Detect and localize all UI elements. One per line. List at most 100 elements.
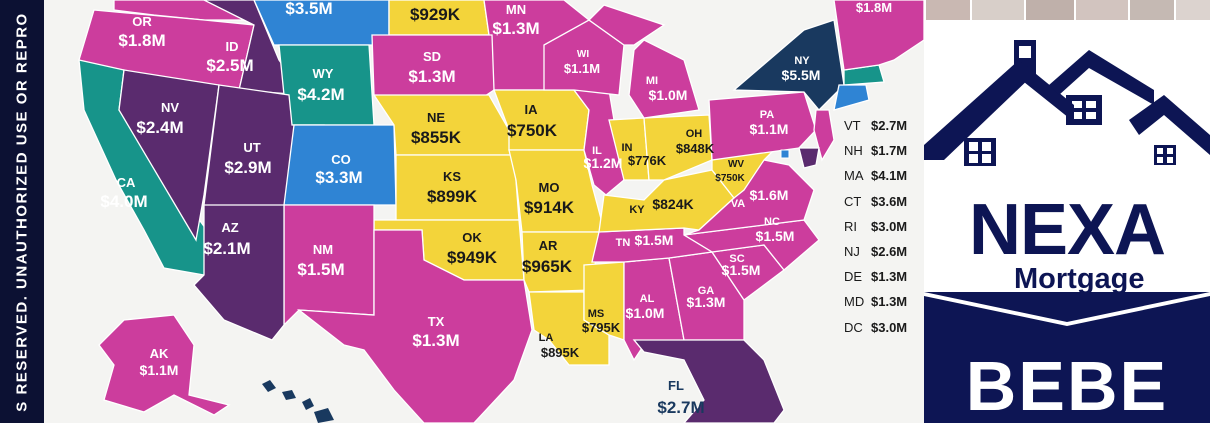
state-label-mi-abbr: MI bbox=[646, 75, 658, 87]
state-label-la-abbr: LA bbox=[539, 332, 554, 344]
state-label-ne-value: $855K bbox=[411, 128, 462, 147]
brand-name: NEXA bbox=[968, 190, 1166, 270]
list-item-value: $2.7M bbox=[871, 118, 908, 133]
state-label-ms-abbr: MS bbox=[588, 308, 605, 320]
copyright-text: S RESERVED. UNAUTHORIZED USE OR REPRO bbox=[13, 12, 31, 412]
state-label-wi-value: $1.1M bbox=[564, 61, 600, 76]
list-item-abbr: DE bbox=[844, 269, 863, 285]
state-label-al-value: $1.0M bbox=[626, 305, 665, 321]
list-item-ma: MA $4.1M bbox=[844, 168, 924, 193]
state-label-va-value: $1.6M bbox=[750, 187, 789, 203]
state-label-wi-abbr: WI bbox=[577, 49, 589, 60]
list-item-dc: DC $3.0M bbox=[844, 320, 924, 345]
state-label-nm-value: $1.5M bbox=[297, 260, 344, 279]
list-item-vt: VT $2.7M bbox=[844, 118, 924, 143]
state-label-sc-value: $1.5M bbox=[722, 262, 761, 278]
state-label-ny-abbr: NY bbox=[794, 55, 810, 67]
state-label-ar-value: $965K bbox=[522, 257, 573, 276]
state-label-mn-abbr: MN bbox=[506, 2, 526, 17]
list-item-value: $3.6M bbox=[871, 193, 908, 209]
photo-thumbnails bbox=[926, 0, 1210, 20]
state-label-ut-value: $2.9M bbox=[224, 158, 271, 177]
state-label-pa-abbr: PA bbox=[760, 109, 775, 121]
state-label-mi-value: $1.0M bbox=[649, 87, 688, 103]
list-item-value: $2.6M bbox=[871, 243, 908, 259]
state-label-ny-value: $5.5M bbox=[782, 67, 821, 83]
state-shape-ne-states bbox=[833, 0, 924, 71]
state-label-ca-abbr: CA bbox=[117, 175, 136, 190]
state-label-nd-value: $929K bbox=[410, 5, 461, 24]
state-label-tn-value: $1.5M bbox=[635, 232, 674, 248]
state-shape-il bbox=[572, 89, 625, 196]
state-label-ms-value: $795K bbox=[582, 320, 621, 335]
state-label-me-value: $1.8M bbox=[856, 0, 892, 15]
state-label-nc-value: $1.5M bbox=[756, 228, 795, 244]
state-label-or-value: $1.8M bbox=[118, 31, 165, 50]
state-label-ky-abbr: KY bbox=[629, 204, 645, 216]
state-shape-oh bbox=[643, 114, 713, 181]
list-item-value: $4.1M bbox=[871, 168, 908, 184]
list-item-abbr: DC bbox=[844, 319, 863, 335]
state-shape-mi-up bbox=[587, 4, 666, 46]
list-item-value: $3.0M bbox=[871, 218, 908, 234]
state-label-il-abbr: IL bbox=[592, 145, 602, 157]
list-item-nj: NJ $2.6M bbox=[844, 244, 924, 269]
list-item-abbr: VT bbox=[844, 118, 861, 133]
state-label-mo-abbr: MO bbox=[539, 180, 560, 195]
state-label-ut-abbr: UT bbox=[243, 140, 260, 155]
state-shape-fl bbox=[632, 339, 785, 423]
state-label-ne-abbr: NE bbox=[427, 110, 445, 125]
state-shape-hi-4 bbox=[314, 408, 334, 423]
state-shape-md bbox=[798, 147, 820, 169]
state-label-id-abbr: ID bbox=[226, 39, 239, 54]
state-label-mt-value: $3.5M bbox=[285, 0, 332, 18]
state-label-wy-abbr: WY bbox=[313, 66, 334, 81]
photo-strip bbox=[924, 0, 1210, 22]
state-shape-mi bbox=[628, 39, 700, 119]
state-label-nc-abbr: NC bbox=[764, 216, 780, 228]
state-label-in-value: $776K bbox=[628, 153, 667, 168]
state-label-oh-abbr: OH bbox=[686, 128, 703, 140]
state-shape-ak bbox=[98, 314, 231, 416]
state-label-la-value: $895K bbox=[541, 345, 580, 360]
list-item-nh: NH $1.7M bbox=[844, 143, 924, 168]
state-label-ak-value: $1.1M bbox=[140, 362, 179, 378]
list-item-abbr: CT bbox=[844, 193, 862, 209]
state-shape-tx bbox=[296, 229, 533, 423]
state-shape-nv bbox=[118, 69, 220, 242]
list-item-abbr: NJ bbox=[844, 243, 860, 259]
state-label-nm-abbr: NM bbox=[313, 242, 333, 257]
brand-subtitle: Mortgage bbox=[1014, 263, 1145, 295]
state-shape-pa bbox=[708, 91, 817, 161]
state-labels: OR $1.8M ID $2.5M $3.5M $929K MN $1.3M $… bbox=[100, 0, 892, 417]
state-label-ok-value: $949K bbox=[447, 248, 498, 267]
us-price-map: OR $1.8M ID $2.5M $3.5M $929K MN $1.3M $… bbox=[44, 0, 924, 423]
state-shape-ar bbox=[521, 231, 600, 293]
state-shape-hi-2 bbox=[282, 390, 296, 400]
state-label-ga-value: $1.3M bbox=[687, 294, 726, 310]
state-label-co-abbr: CO bbox=[331, 152, 351, 167]
state-label-ak-abbr: AK bbox=[150, 346, 169, 361]
list-item-md: MD $1.3M bbox=[844, 294, 924, 319]
list-item-abbr: RI bbox=[844, 218, 857, 234]
state-label-co-value: $3.3M bbox=[315, 168, 362, 187]
state-label-tn-abbr: TN bbox=[616, 237, 631, 249]
state-label-ga-abbr: GA bbox=[698, 285, 715, 297]
list-item-abbr: NH bbox=[844, 143, 863, 159]
state-label-tx-abbr: TX bbox=[428, 314, 445, 329]
brand-bottom-panel bbox=[924, 292, 1210, 423]
northeast-price-list: VT $2.7M NH $1.7M MA $4.1M CT $3.6M RI $3.0M … bbox=[844, 118, 924, 345]
state-label-in-abbr: IN bbox=[622, 142, 633, 154]
state-label-tx-value: $1.3M bbox=[412, 331, 459, 350]
state-label-pa-value: $1.1M bbox=[750, 121, 789, 137]
state-shapes bbox=[78, 0, 924, 423]
list-item-value: $1.3M bbox=[871, 294, 908, 310]
list-item-value: $1.3M bbox=[871, 269, 908, 285]
state-label-az-abbr: AZ bbox=[221, 220, 238, 235]
state-shape-dc bbox=[780, 149, 790, 159]
house-roof-icon bbox=[924, 40, 1210, 166]
state-shape-az bbox=[193, 204, 285, 341]
state-shape-hi-1 bbox=[262, 380, 276, 392]
state-label-mn-value: $1.3M bbox=[492, 19, 539, 38]
state-label-ar-abbr: AR bbox=[539, 238, 558, 253]
